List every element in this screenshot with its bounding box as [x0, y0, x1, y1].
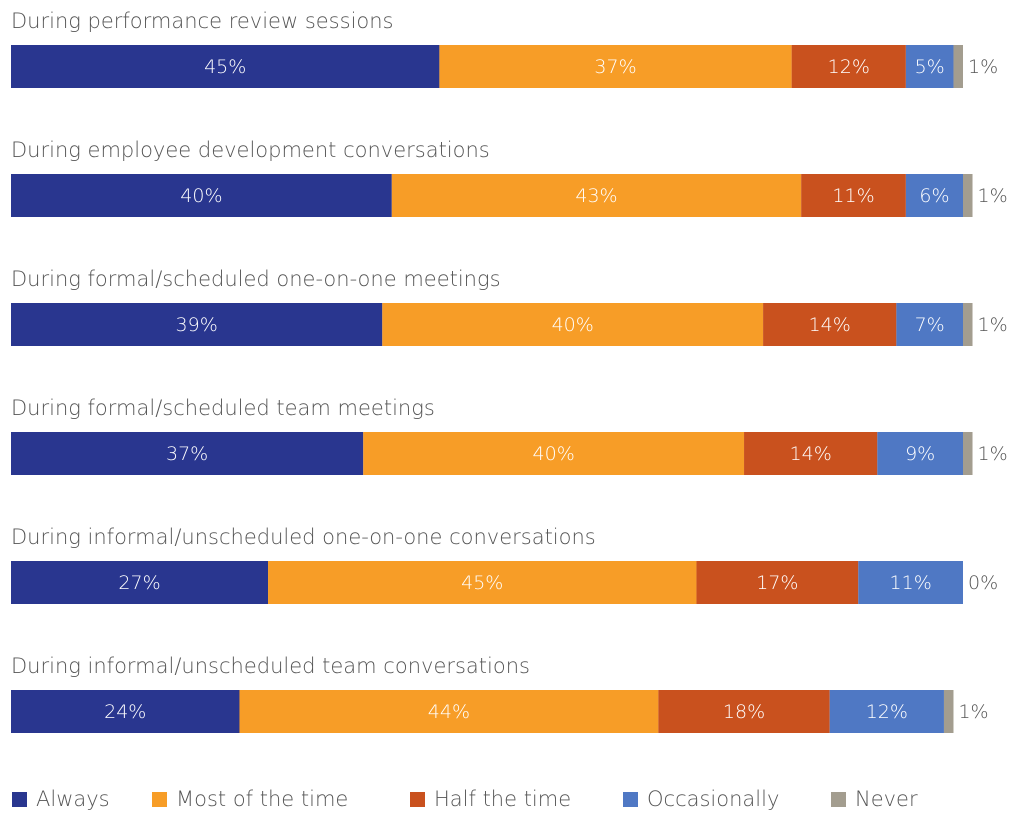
value-label: 40%	[552, 314, 594, 336]
value-label: 24%	[104, 701, 146, 723]
bar-segment	[658, 690, 830, 733]
legend-swatch	[12, 792, 27, 807]
bar-segment	[11, 45, 440, 88]
bar-segment	[963, 432, 973, 475]
bar-segment	[382, 303, 764, 346]
value-label: 9%	[905, 443, 935, 465]
bar-segment	[943, 690, 954, 733]
legend-label: Half the time	[434, 787, 571, 811]
value-label: 12%	[828, 56, 870, 78]
legend-swatch	[410, 792, 425, 807]
bar-segment	[11, 303, 383, 346]
bar-segment	[439, 45, 792, 88]
value-label: 1%	[978, 314, 1008, 336]
bar-segment	[829, 690, 944, 733]
value-label: 0%	[968, 572, 998, 594]
bar-segment	[791, 45, 906, 88]
bar-segment	[905, 174, 963, 217]
value-label: 12%	[866, 701, 908, 723]
value-label: 40%	[180, 185, 222, 207]
bar-segment	[391, 174, 802, 217]
bar-segment	[763, 303, 897, 346]
value-label: 5%	[915, 56, 945, 78]
bar-segment	[801, 174, 906, 217]
legend-label: Always	[36, 787, 110, 811]
value-label: 14%	[809, 314, 851, 336]
category-label: During informal/unscheduled one-on-one c…	[11, 525, 596, 549]
value-label: 40%	[533, 443, 575, 465]
bar-segment	[268, 561, 697, 604]
value-label: 7%	[915, 314, 945, 336]
value-label: 11%	[832, 185, 874, 207]
category-label: During formal/scheduled one-on-one meeti…	[11, 267, 501, 291]
value-label: 11%	[890, 572, 932, 594]
value-label: 1%	[978, 443, 1008, 465]
value-label: 27%	[118, 572, 160, 594]
value-label: 39%	[176, 314, 218, 336]
bar-segment	[11, 174, 392, 217]
bar-segment	[363, 432, 745, 475]
value-label: 37%	[594, 56, 636, 78]
value-label: 44%	[428, 701, 470, 723]
bar-segment	[744, 432, 878, 475]
bar-segment	[858, 561, 963, 604]
value-label: 43%	[575, 185, 617, 207]
bar-segment	[896, 303, 963, 346]
value-label: 45%	[461, 572, 503, 594]
value-label: 6%	[919, 185, 949, 207]
bar-segment	[953, 45, 963, 88]
bar-segment	[877, 432, 963, 475]
bar-segment	[239, 690, 659, 733]
legend-label: Never	[855, 787, 918, 811]
bar-segment	[963, 303, 973, 346]
value-label: 45%	[204, 56, 246, 78]
category-label: During informal/unscheduled team convers…	[11, 654, 530, 678]
value-label: 18%	[723, 701, 765, 723]
bar-segment	[963, 174, 973, 217]
value-label: 1%	[978, 185, 1008, 207]
value-label: 1%	[968, 56, 998, 78]
value-label: 1%	[958, 701, 988, 723]
value-label: 37%	[166, 443, 208, 465]
bar-segment	[11, 432, 364, 475]
category-label: During formal/scheduled team meetings	[11, 396, 435, 420]
legend-label: Most of the time	[176, 787, 348, 811]
legend-label: Occasionally	[647, 787, 779, 811]
bar-segment	[11, 561, 269, 604]
legend-swatch	[623, 792, 638, 807]
bar-segment	[696, 561, 859, 604]
bar-segment	[11, 690, 240, 733]
value-label: 14%	[790, 443, 832, 465]
value-label: 17%	[756, 572, 798, 594]
bar-segment	[905, 45, 954, 88]
legend-swatch	[152, 792, 167, 807]
category-label: During employee development conversation…	[11, 138, 490, 162]
legend-swatch	[831, 792, 846, 807]
category-label: During performance review sessions	[11, 9, 394, 33]
